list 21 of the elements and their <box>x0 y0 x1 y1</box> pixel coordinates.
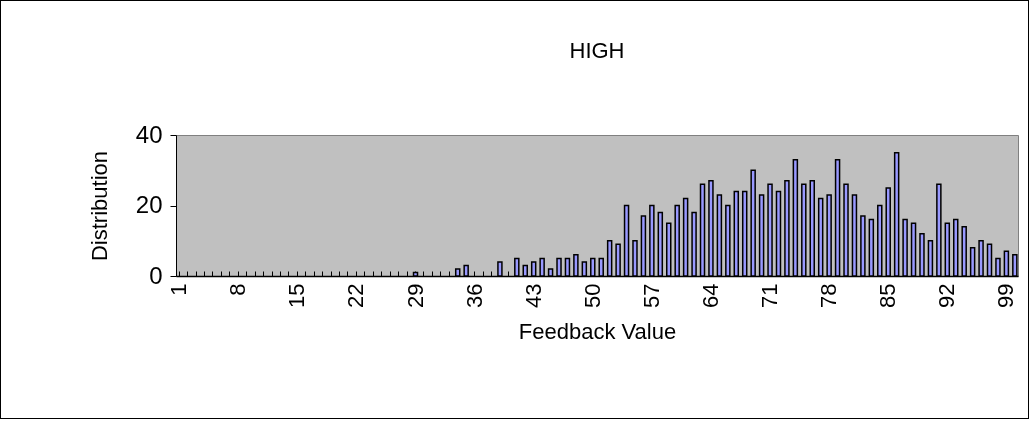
x-tick-label: 85 <box>875 283 901 308</box>
y-tick-label: 20 <box>135 191 163 218</box>
x-axis-title: Feedback Value <box>518 318 677 344</box>
chart-title: HIGH <box>569 38 625 63</box>
x-tick-label: 15 <box>284 283 310 308</box>
x-tick-label: 22 <box>343 283 369 308</box>
x-tick-label: 50 <box>579 283 605 308</box>
y-tick-label: 40 <box>135 120 163 148</box>
x-tick-label: 71 <box>757 283 783 308</box>
x-tick-label: 1 <box>166 283 192 296</box>
x-tick-label: 64 <box>697 283 723 308</box>
x-tick-label: 92 <box>934 283 960 308</box>
x-tick-label: 8 <box>225 283 251 296</box>
y-tick-label: 0 <box>149 261 163 289</box>
x-tick-label: 29 <box>402 283 428 308</box>
x-tick-label: 43 <box>520 283 546 308</box>
x-tick-label: 99 <box>993 283 1019 308</box>
x-tick-label: 78 <box>816 283 842 308</box>
x-tick-label: 36 <box>461 283 487 308</box>
x-tick-label: 57 <box>638 283 664 308</box>
y-axis-title: Distribution <box>86 150 112 262</box>
